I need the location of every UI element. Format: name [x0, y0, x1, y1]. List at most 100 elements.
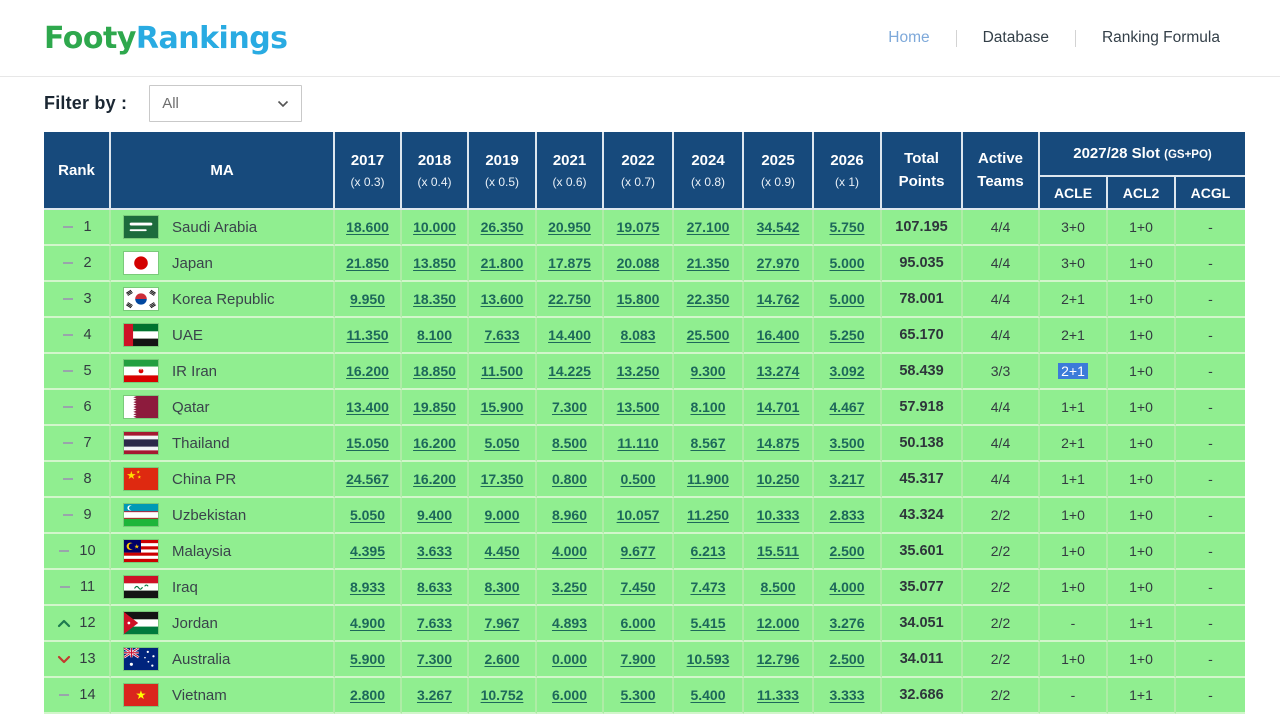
score-link[interactable]: 3.267: [416, 687, 453, 703]
score-link[interactable]: 17.350: [480, 471, 524, 487]
score-link[interactable]: 5.900: [349, 651, 386, 667]
score-link[interactable]: 0.500: [620, 471, 656, 487]
score-link[interactable]: 13.400: [346, 399, 389, 415]
score-link[interactable]: 18.600: [346, 219, 389, 235]
score-link[interactable]: 3.333: [829, 687, 865, 703]
score-link[interactable]: 34.542: [756, 219, 800, 235]
score-link[interactable]: 14.225: [548, 363, 591, 379]
score-link[interactable]: 11.900: [686, 471, 730, 487]
score-link[interactable]: 5.300: [620, 687, 656, 703]
score-link[interactable]: 14.701: [756, 399, 800, 415]
score-link[interactable]: 7.300: [551, 399, 588, 415]
score-link[interactable]: 4.900: [349, 615, 386, 631]
score-link[interactable]: 7.633: [416, 615, 453, 631]
score-link[interactable]: 15.900: [480, 399, 524, 415]
score-link[interactable]: 27.970: [756, 255, 800, 271]
score-link[interactable]: 9.300: [690, 363, 726, 379]
score-link[interactable]: 0.000: [551, 651, 588, 667]
score-link[interactable]: 3.500: [829, 435, 865, 451]
score-link[interactable]: 8.633: [416, 579, 453, 595]
score-link[interactable]: 20.950: [548, 219, 591, 235]
score-link[interactable]: 10.752: [480, 687, 524, 703]
score-link[interactable]: 11.250: [686, 507, 730, 523]
score-link[interactable]: 27.100: [686, 219, 730, 235]
score-link[interactable]: 8.500: [551, 435, 588, 451]
score-link[interactable]: 15.800: [616, 291, 660, 307]
score-link[interactable]: 21.850: [346, 255, 389, 271]
score-link[interactable]: 7.473: [690, 579, 726, 595]
nav-item-database[interactable]: Database: [982, 29, 1049, 46]
score-link[interactable]: 10.333: [756, 507, 800, 523]
score-link[interactable]: 8.300: [484, 579, 520, 595]
score-link[interactable]: 16.200: [346, 363, 389, 379]
score-link[interactable]: 7.900: [620, 651, 656, 667]
score-link[interactable]: 22.750: [548, 291, 591, 307]
score-link[interactable]: 19.075: [616, 219, 660, 235]
score-link[interactable]: 5.250: [829, 327, 865, 343]
score-link[interactable]: 8.100: [690, 399, 726, 415]
score-link[interactable]: 6.000: [620, 615, 656, 631]
score-link[interactable]: 13.850: [413, 255, 456, 271]
score-link[interactable]: 7.450: [620, 579, 656, 595]
nav-item-ranking-formula[interactable]: Ranking Formula: [1101, 29, 1220, 46]
score-link[interactable]: 10.250: [756, 471, 800, 487]
score-link[interactable]: 12.000: [756, 615, 800, 631]
score-link[interactable]: 3.250: [551, 579, 588, 595]
score-link[interactable]: 9.000: [484, 507, 520, 523]
score-link[interactable]: 7.633: [484, 327, 520, 343]
score-link[interactable]: 14.762: [756, 291, 800, 307]
score-link[interactable]: 18.850: [413, 363, 456, 379]
score-link[interactable]: 11.500: [480, 363, 524, 379]
score-link[interactable]: 16.200: [413, 435, 456, 451]
score-link[interactable]: 8.960: [551, 507, 588, 523]
score-link[interactable]: 10.000: [413, 219, 456, 235]
score-link[interactable]: 4.893: [551, 615, 588, 631]
score-link[interactable]: 16.400: [756, 327, 800, 343]
nav-item-home[interactable]: Home: [888, 29, 930, 46]
score-link[interactable]: 13.250: [616, 363, 660, 379]
score-link[interactable]: 5.000: [829, 291, 865, 307]
score-link[interactable]: 14.875: [756, 435, 800, 451]
score-link[interactable]: 3.217: [829, 471, 865, 487]
score-link[interactable]: 17.875: [548, 255, 591, 271]
score-link[interactable]: 18.350: [413, 291, 456, 307]
score-link[interactable]: 6.213: [690, 543, 726, 559]
score-link[interactable]: 21.800: [480, 255, 524, 271]
score-link[interactable]: 9.677: [620, 543, 656, 559]
score-link[interactable]: 7.300: [416, 651, 453, 667]
score-link[interactable]: 4.000: [829, 579, 865, 595]
score-link[interactable]: 5.415: [690, 615, 726, 631]
score-link[interactable]: 5.050: [484, 435, 520, 451]
score-link[interactable]: 12.796: [756, 651, 800, 667]
score-link[interactable]: 2.800: [349, 687, 386, 703]
score-link[interactable]: 9.950: [349, 291, 386, 307]
score-link[interactable]: 2.500: [829, 651, 865, 667]
score-link[interactable]: 3.633: [416, 543, 453, 559]
score-link[interactable]: 4.450: [484, 543, 520, 559]
score-link[interactable]: 5.000: [829, 255, 865, 271]
score-link[interactable]: 4.000: [551, 543, 588, 559]
score-link[interactable]: 8.933: [349, 579, 386, 595]
score-link[interactable]: 8.083: [620, 327, 656, 343]
score-link[interactable]: 15.511: [756, 543, 800, 559]
score-link[interactable]: 6.000: [551, 687, 588, 703]
score-link[interactable]: 19.850: [413, 399, 456, 415]
score-link[interactable]: 7.967: [484, 615, 520, 631]
score-link[interactable]: 3.092: [829, 363, 865, 379]
score-link[interactable]: 11.333: [756, 687, 800, 703]
score-link[interactable]: 10.593: [686, 651, 730, 667]
score-link[interactable]: 11.350: [346, 327, 389, 343]
score-link[interactable]: 26.350: [480, 219, 524, 235]
filter-dropdown[interactable]: All: [149, 85, 303, 122]
score-link[interactable]: 13.274: [756, 363, 800, 379]
score-link[interactable]: 11.110: [617, 435, 659, 451]
score-link[interactable]: 24.567: [346, 471, 389, 487]
score-link[interactable]: 5.750: [829, 219, 865, 235]
score-link[interactable]: 5.400: [690, 687, 726, 703]
site-logo[interactable]: FootyRankings: [44, 21, 288, 56]
score-link[interactable]: 14.400: [548, 327, 591, 343]
score-link[interactable]: 13.500: [616, 399, 660, 415]
score-link[interactable]: 20.088: [616, 255, 660, 271]
score-link[interactable]: 15.050: [346, 435, 389, 451]
score-link[interactable]: 2.600: [484, 651, 520, 667]
